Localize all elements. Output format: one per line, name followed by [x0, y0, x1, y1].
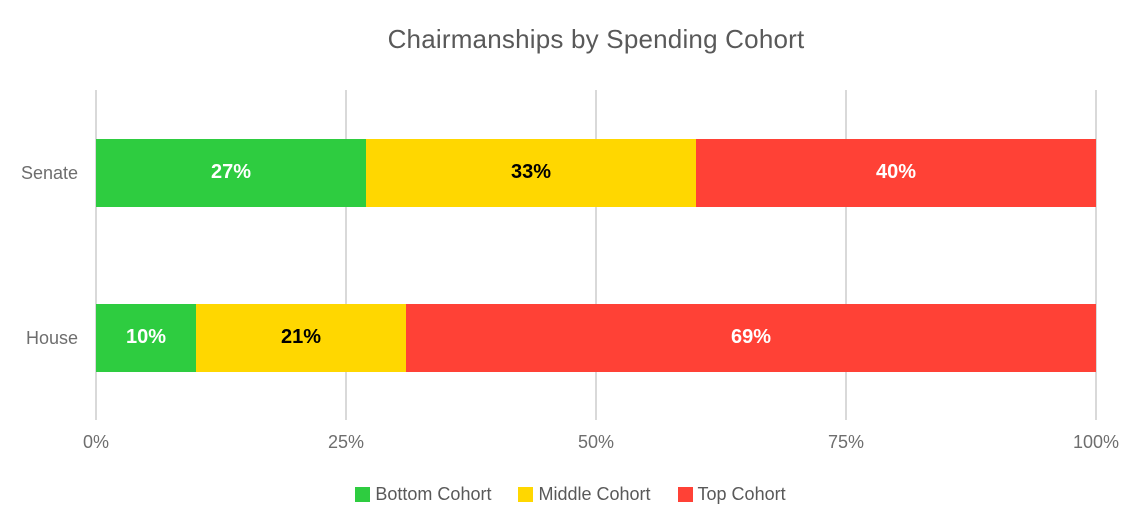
segment-house-top-cohort: 69% — [406, 303, 1096, 372]
segment-house-middle-cohort: 21% — [196, 303, 406, 372]
bar-house: 10% 21% 69% — [96, 303, 1096, 372]
gridline-0% — [95, 90, 97, 420]
gridline-75% — [845, 90, 847, 420]
gridline-100% — [1095, 90, 1097, 420]
x-tick-label: 25% — [327, 432, 365, 452]
segment-senate-top-cohort: 40% — [696, 138, 1096, 207]
legend-label: Top Cohort — [697, 484, 786, 504]
legend-item-middle-cohort: Middle Cohort — [518, 484, 651, 505]
segment-senate-bottom-cohort: 27% — [96, 138, 366, 207]
chart-title: Chairmanships by Spending Cohort — [387, 24, 805, 54]
legend: Bottom Cohort Middle Cohort Top Cohort — [0, 484, 1141, 505]
category-label-senate: Senate — [20, 162, 78, 183]
category-label-house: House — [25, 327, 78, 348]
legend-label: Bottom Cohort — [375, 484, 492, 504]
gridline-25% — [345, 90, 347, 420]
legend-label: Middle Cohort — [538, 484, 651, 504]
plot-area: 27% 33% 40% 10% 21% 69% — [95, 90, 1097, 420]
segment-house-bottom-cohort: 10% — [96, 303, 196, 372]
x-tick-label: 50% — [577, 432, 615, 452]
x-tick-label: 0% — [82, 432, 110, 452]
legend-swatch-icon — [677, 487, 693, 502]
legend-swatch-icon — [518, 487, 534, 502]
legend-item-bottom-cohort: Bottom Cohort — [355, 484, 491, 505]
legend-swatch-icon — [355, 487, 371, 502]
x-tick-label: 75% — [827, 432, 865, 452]
bar-senate: 27% 33% 40% — [96, 138, 1096, 207]
segment-senate-middle-cohort: 33% — [366, 138, 696, 207]
gridline-50% — [595, 90, 597, 420]
legend-item-top-cohort: Top Cohort — [677, 484, 786, 505]
x-tick-label: 100% — [1072, 432, 1120, 452]
